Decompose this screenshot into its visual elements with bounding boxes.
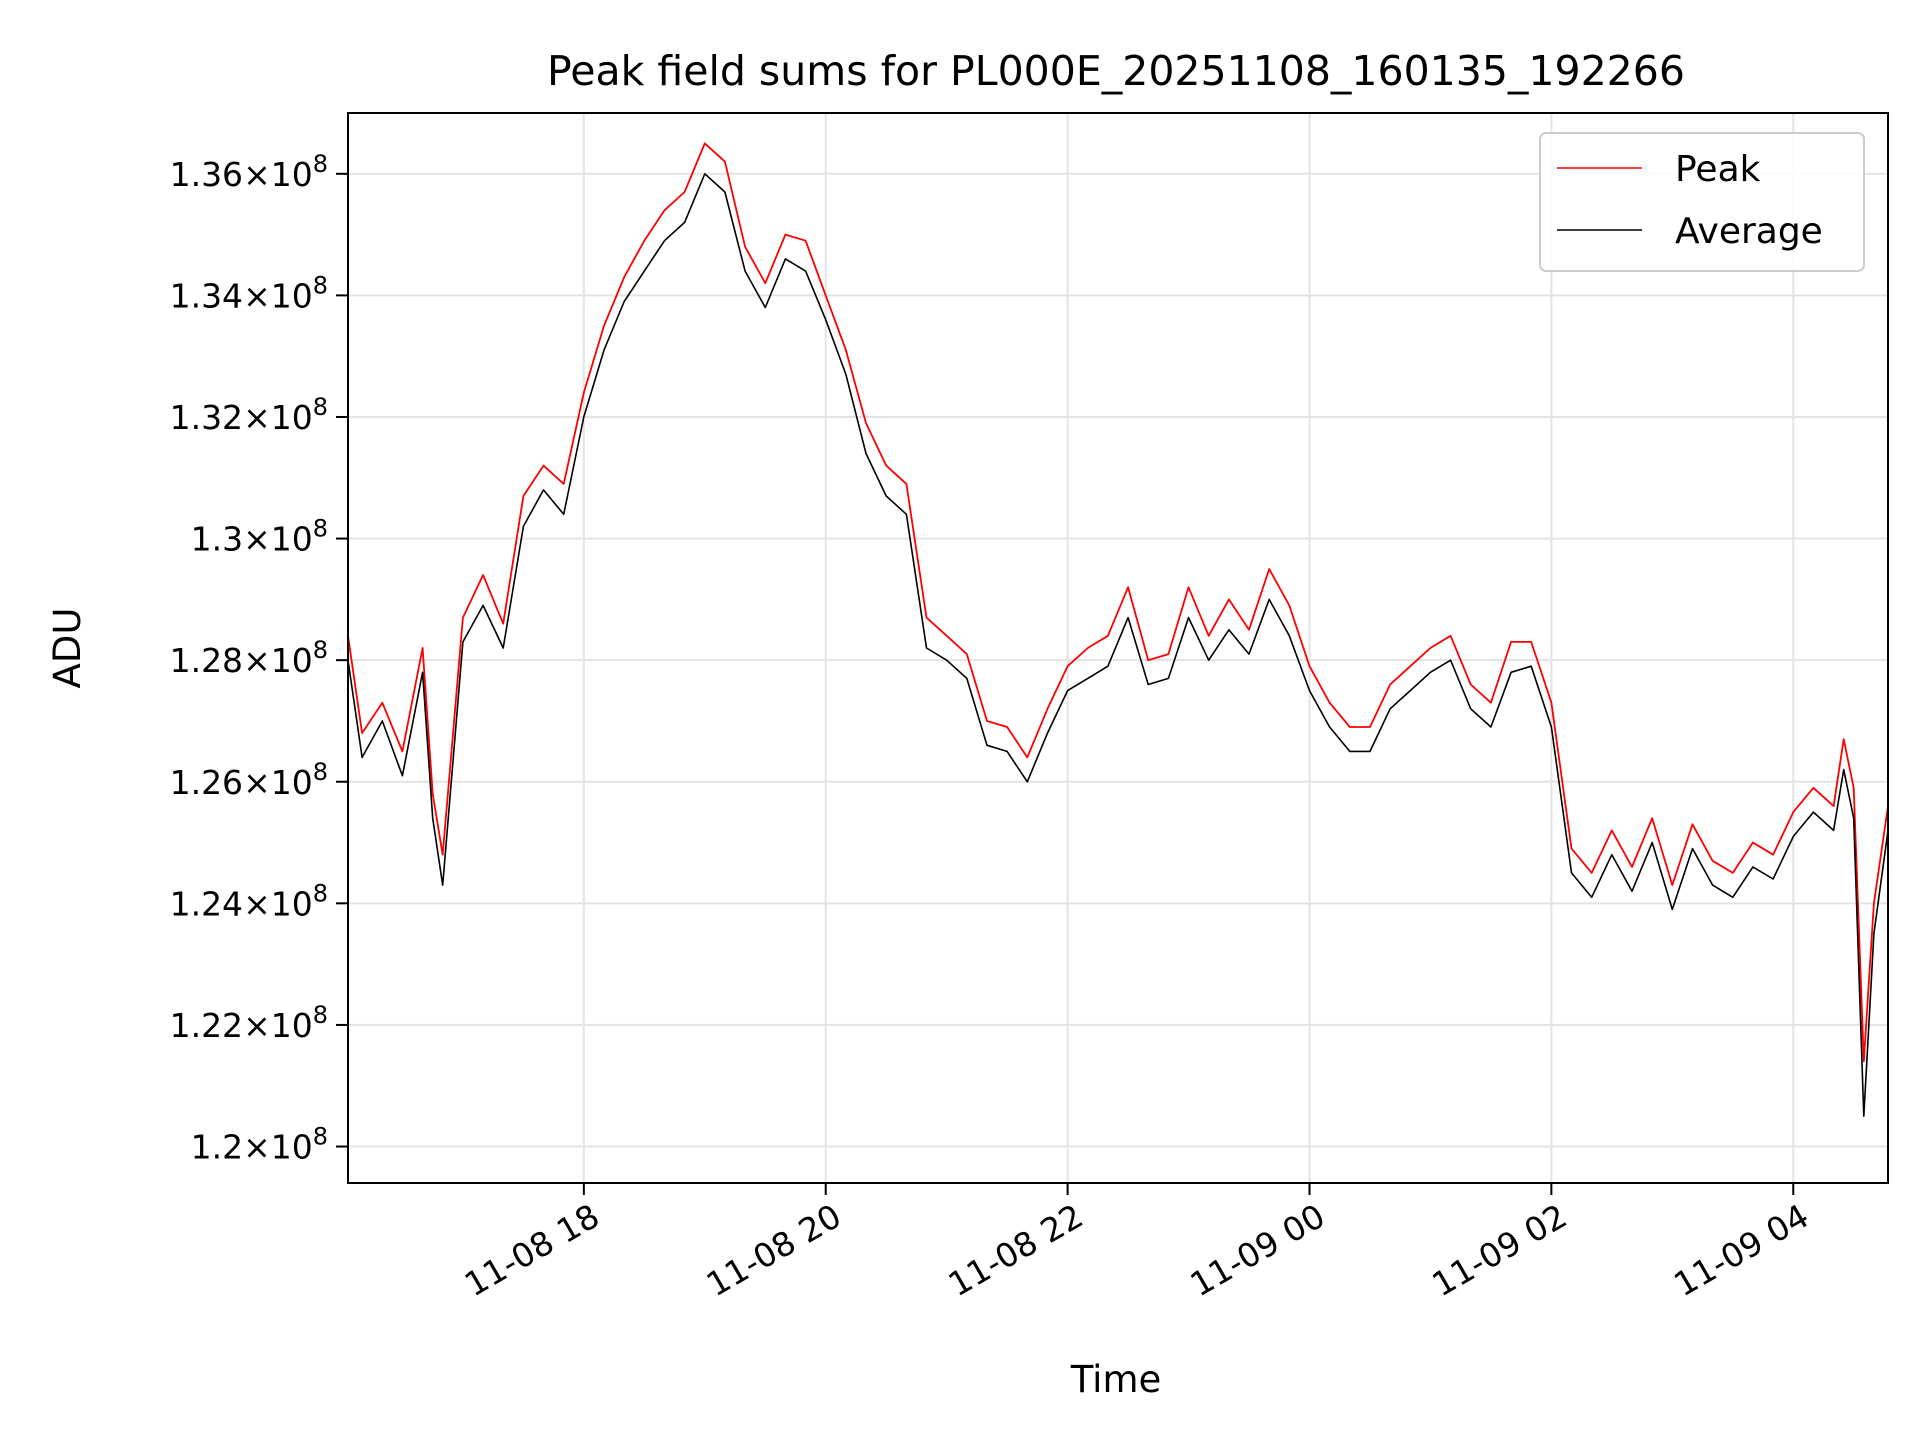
legend-label-average: Average	[1675, 211, 1823, 252]
legend-label-peak: Peak	[1675, 149, 1761, 190]
y-tick-label: 1.34×108	[170, 271, 328, 315]
y-tick-label: 1.32×108	[170, 393, 328, 437]
y-tick-label: 1.24×108	[170, 879, 328, 923]
x-axis-label: Time	[1070, 1358, 1162, 1401]
y-axis: 1.2×108 1.22×108 1.24×108 1.26×108 1.28×108 1…	[170, 150, 348, 1167]
series-line-average	[348, 173, 1888, 1117]
y-axis-label: ADU	[46, 608, 89, 689]
chart-title: Peak field sums for PL000E_20251108_1601…	[547, 47, 1685, 95]
y-tick-label: 1.26×108	[170, 758, 328, 802]
series-line-peak	[348, 142, 1888, 1063]
y-tick-label: 1.28×108	[170, 636, 328, 680]
grid	[348, 113, 1888, 1183]
y-tick-label: 1.22×108	[170, 1001, 328, 1045]
y-tick-label: 1.3×108	[191, 515, 328, 559]
y-tick-label: 1.2×108	[191, 1123, 328, 1167]
plot-frame	[347, 112, 1889, 1184]
legend: Peak Average	[1539, 132, 1865, 272]
series-layer	[348, 142, 1888, 1117]
y-tick-label: 1.36×108	[170, 150, 328, 194]
